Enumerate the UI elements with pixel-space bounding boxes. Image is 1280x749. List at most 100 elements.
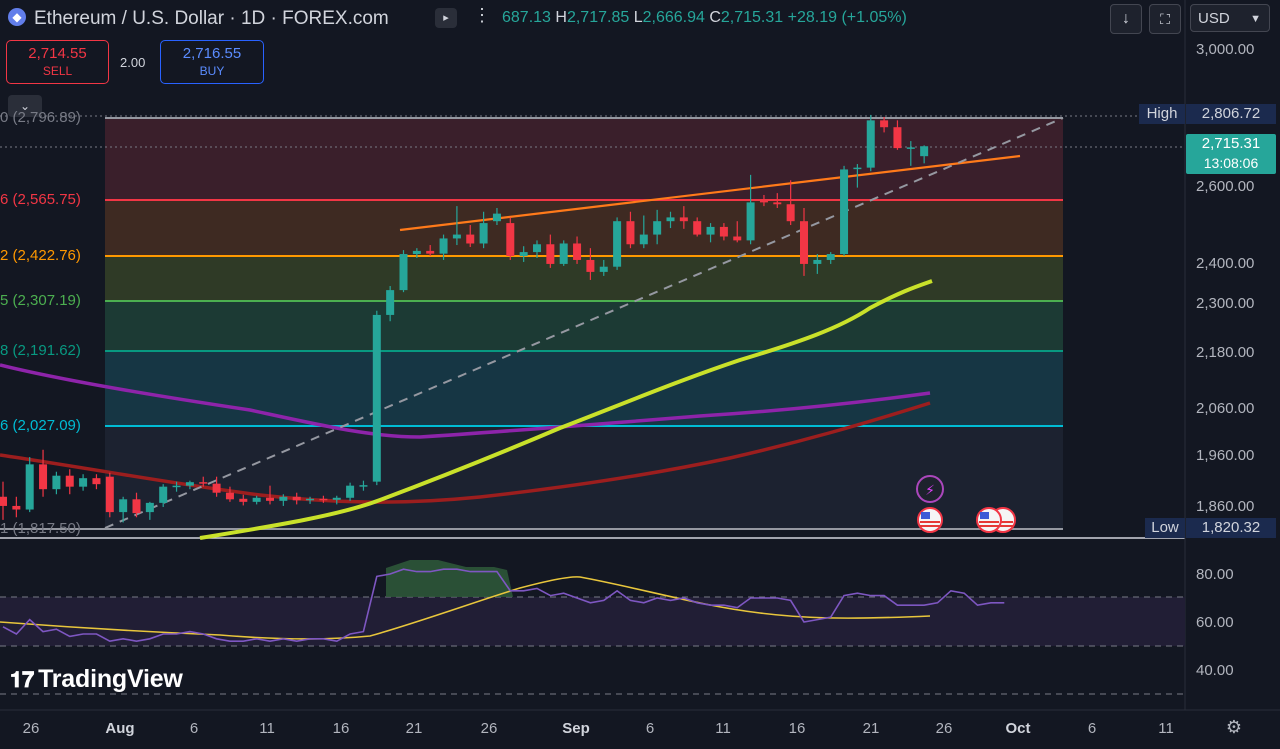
fib-band-0 (105, 118, 1063, 200)
price-tick: 2,600.00 (1196, 178, 1255, 195)
buy-button[interactable]: 2,716.55 BUY (160, 40, 264, 84)
countdown: 13:08:06 (1203, 155, 1259, 171)
candle-body (25, 464, 34, 510)
candle-body (719, 226, 728, 237)
candle-body (613, 221, 622, 267)
time-tick: Aug (105, 720, 135, 737)
svg-text:⚡: ⚡ (925, 483, 935, 499)
logo-text: TradingView (38, 665, 183, 693)
time-tick: 16 (788, 720, 806, 737)
candle-body (359, 485, 368, 487)
candle-body (786, 204, 795, 222)
ema-short-line (199, 279, 933, 540)
candle-body (666, 217, 675, 222)
candle-body (559, 243, 568, 264)
fib-label-2: 2 (2,422.76) (0, 247, 81, 264)
current-price: 2,715.31 (1201, 135, 1261, 152)
time-tick: 16 (332, 720, 350, 737)
candle-body (279, 496, 288, 501)
candle-body (12, 505, 21, 510)
price-tick: 2,180.00 (1196, 344, 1255, 361)
sell-label: SELL (42, 64, 73, 78)
fib-label-0: 0 (2,796.89) (0, 109, 81, 126)
candle-body (492, 213, 501, 222)
candle-body (439, 238, 448, 254)
candle-body (0, 496, 7, 506)
time-tick: 6 (645, 720, 655, 737)
candle-body (266, 497, 274, 501)
candle-body (199, 482, 208, 484)
symbol-title[interactable]: Ethereum / U.S. Dollar · 1D · FOREX.com (34, 8, 389, 29)
more-icon[interactable]: ⋮ (473, 5, 491, 25)
fib-label-4: 8 (2,191.62) (0, 342, 81, 359)
time-tick: 26 (935, 720, 953, 737)
fib-band-3 (105, 301, 1063, 351)
candle-body (626, 221, 635, 245)
candle-body (920, 146, 929, 157)
tradingview-logo-icon: 𝟏𝟕 (10, 667, 35, 692)
candle-body (533, 244, 541, 253)
candle-body (693, 221, 702, 235)
download-icon[interactable]: ↓ (1110, 4, 1142, 34)
close-label: C (709, 9, 721, 26)
candle-body (906, 147, 915, 149)
candle-body (306, 498, 315, 501)
fib-label-3: 5 (2,307.19) (0, 292, 81, 309)
sell-price: 2,714.55 (28, 45, 87, 62)
time-tick: 6 (1087, 720, 1097, 737)
candle-body (132, 499, 141, 514)
spread-value: 2.00 (120, 55, 146, 70)
candle-body (506, 223, 515, 257)
candle-body (853, 167, 862, 170)
low-tag-label: Low (1145, 518, 1185, 538)
price-tick: 1,960.00 (1196, 447, 1255, 464)
low-label: L (633, 9, 643, 26)
current-price-tag: 2,715.31 13:08:06 (1186, 134, 1276, 174)
fib-band-2 (105, 256, 1063, 301)
candle-body (866, 120, 875, 168)
price-tick: 2,300.00 (1196, 295, 1255, 312)
candle-body (546, 244, 555, 264)
candle-body (332, 497, 341, 500)
sell-button[interactable]: 2,714.55 SELL (6, 40, 109, 84)
fib-label-6: 1 (1,817.50) (0, 520, 81, 537)
settings-icon[interactable]: ⚙ (1225, 717, 1243, 737)
candle-body (225, 492, 234, 500)
candle-body (319, 498, 328, 501)
candle-body (239, 498, 248, 502)
high-value: 2,717.85 (566, 9, 630, 26)
rsi-tick: 80.00 (1196, 566, 1234, 583)
time-tick: 11 (715, 720, 731, 737)
fullscreen-icon[interactable]: ⛶ (1149, 4, 1181, 34)
candle-body (172, 485, 181, 488)
rsi-line (2, 568, 1005, 643)
candle-body (653, 221, 662, 235)
currency-select[interactable]: USD ▼ (1190, 4, 1270, 32)
time-tick: 21 (405, 720, 423, 737)
collapse-chevron-icon[interactable]: ⌄ (8, 95, 42, 117)
time-tick: 11 (259, 720, 275, 737)
candle-body (759, 200, 768, 203)
ema-long-line (0, 401, 931, 504)
candle-body (212, 483, 221, 493)
candle-body (399, 254, 408, 291)
candle-body (292, 496, 301, 501)
chevron-down-icon: ▼ (1250, 13, 1261, 25)
candle-body (346, 485, 355, 498)
low-value: 2,666.94 (642, 9, 705, 26)
price-tick: 2,400.00 (1196, 255, 1255, 272)
low-tag-value: 1,820.32 (1186, 518, 1276, 538)
candle-body (159, 486, 168, 503)
candle-body (479, 223, 488, 244)
flag-icon[interactable]: ▸ (435, 8, 457, 28)
rsi-overbought-fill (386, 560, 513, 597)
buy-price: 2,716.55 (182, 45, 242, 62)
rsi-tick: 40.00 (1196, 662, 1234, 679)
candle-body (39, 464, 48, 490)
candle-body (599, 266, 608, 272)
candle-body (466, 234, 475, 244)
candle-body (119, 499, 128, 513)
currency-value: USD (1198, 10, 1230, 27)
high-label: H (555, 9, 567, 26)
